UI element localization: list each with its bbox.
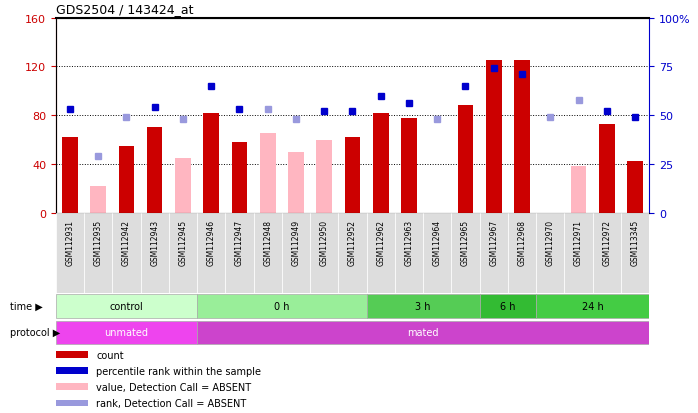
Text: GSM112965: GSM112965 bbox=[461, 220, 470, 266]
Bar bbox=[508, 213, 536, 294]
Bar bbox=[253, 213, 282, 294]
Text: GSM112947: GSM112947 bbox=[235, 220, 244, 266]
Bar bbox=[345, 138, 360, 213]
Bar bbox=[197, 321, 649, 344]
Bar bbox=[169, 213, 197, 294]
Bar bbox=[571, 167, 586, 213]
Text: GSM112935: GSM112935 bbox=[94, 220, 103, 266]
Bar bbox=[119, 146, 134, 213]
Bar bbox=[197, 213, 225, 294]
Text: GSM112972: GSM112972 bbox=[602, 220, 611, 266]
Bar bbox=[56, 321, 197, 344]
Text: 24 h: 24 h bbox=[581, 301, 604, 311]
Text: GSM112968: GSM112968 bbox=[517, 220, 526, 266]
Bar bbox=[366, 213, 395, 294]
Text: GDS2504 / 143424_at: GDS2504 / 143424_at bbox=[56, 3, 193, 16]
Bar bbox=[140, 213, 169, 294]
Bar bbox=[536, 294, 649, 318]
Text: rank, Detection Call = ABSENT: rank, Detection Call = ABSENT bbox=[96, 398, 246, 408]
Text: GSM112971: GSM112971 bbox=[574, 220, 583, 266]
Bar bbox=[56, 399, 88, 406]
Text: control: control bbox=[110, 301, 143, 311]
Bar bbox=[310, 213, 339, 294]
Bar bbox=[56, 384, 88, 390]
Bar bbox=[628, 162, 643, 213]
Text: time ▶: time ▶ bbox=[10, 301, 43, 311]
Bar bbox=[458, 106, 473, 213]
Bar bbox=[486, 61, 502, 213]
Bar bbox=[565, 213, 593, 294]
Text: count: count bbox=[96, 350, 124, 360]
Bar bbox=[225, 213, 253, 294]
Bar bbox=[282, 213, 310, 294]
Bar bbox=[423, 213, 452, 294]
Bar bbox=[62, 138, 77, 213]
Bar bbox=[480, 213, 508, 294]
Bar bbox=[593, 213, 621, 294]
Text: protocol ▶: protocol ▶ bbox=[10, 328, 61, 337]
Text: 6 h: 6 h bbox=[500, 301, 516, 311]
Bar bbox=[197, 294, 366, 318]
Bar bbox=[203, 114, 219, 213]
Text: mated: mated bbox=[408, 328, 439, 337]
Text: GSM112943: GSM112943 bbox=[150, 220, 159, 266]
Bar bbox=[84, 213, 112, 294]
Text: unmated: unmated bbox=[105, 328, 149, 337]
Text: GSM112962: GSM112962 bbox=[376, 220, 385, 266]
Bar bbox=[232, 142, 247, 213]
Bar bbox=[401, 118, 417, 213]
Bar bbox=[514, 61, 530, 213]
Bar bbox=[316, 140, 332, 213]
Text: 0 h: 0 h bbox=[274, 301, 290, 311]
Bar bbox=[366, 294, 480, 318]
Text: GSM112931: GSM112931 bbox=[66, 220, 75, 266]
Text: GSM112945: GSM112945 bbox=[179, 220, 188, 266]
Text: GSM112942: GSM112942 bbox=[122, 220, 131, 266]
Bar bbox=[373, 114, 389, 213]
Bar bbox=[112, 213, 140, 294]
Text: GSM112946: GSM112946 bbox=[207, 220, 216, 266]
Text: GSM112949: GSM112949 bbox=[292, 220, 300, 266]
Bar bbox=[452, 213, 480, 294]
Bar bbox=[536, 213, 565, 294]
Text: GSM113345: GSM113345 bbox=[630, 220, 639, 266]
Bar bbox=[288, 152, 304, 213]
Bar bbox=[56, 351, 88, 358]
Bar bbox=[621, 213, 649, 294]
Text: GSM112948: GSM112948 bbox=[263, 220, 272, 266]
Bar bbox=[260, 134, 276, 213]
Bar bbox=[599, 124, 614, 213]
Text: GSM112963: GSM112963 bbox=[405, 220, 413, 266]
Bar bbox=[56, 368, 88, 374]
Text: GSM112970: GSM112970 bbox=[546, 220, 555, 266]
Bar bbox=[339, 213, 366, 294]
Bar bbox=[147, 128, 163, 213]
Text: value, Detection Call = ABSENT: value, Detection Call = ABSENT bbox=[96, 382, 251, 392]
Text: 3 h: 3 h bbox=[415, 301, 431, 311]
Text: GSM112952: GSM112952 bbox=[348, 220, 357, 266]
Text: GSM112964: GSM112964 bbox=[433, 220, 442, 266]
Bar bbox=[175, 159, 191, 213]
Bar bbox=[395, 213, 423, 294]
Bar bbox=[56, 294, 197, 318]
Text: GSM112950: GSM112950 bbox=[320, 220, 329, 266]
Text: GSM112967: GSM112967 bbox=[489, 220, 498, 266]
Text: percentile rank within the sample: percentile rank within the sample bbox=[96, 366, 261, 376]
Bar bbox=[56, 213, 84, 294]
Bar bbox=[91, 186, 106, 213]
Bar bbox=[480, 294, 536, 318]
